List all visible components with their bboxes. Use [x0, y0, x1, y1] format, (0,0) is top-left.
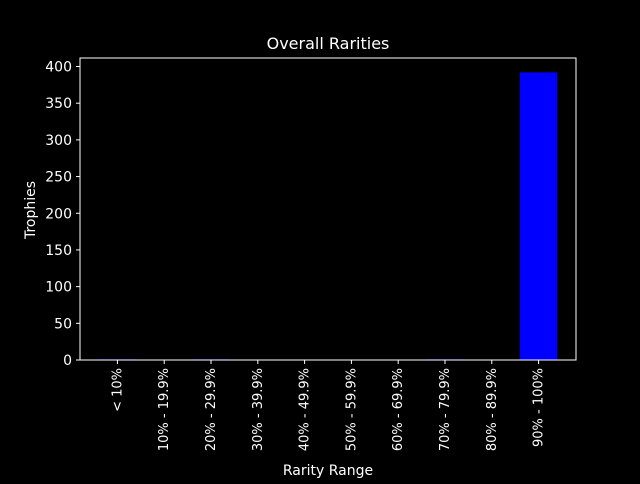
y-tick-label: 350 — [45, 96, 72, 112]
x-tick-label: 20% - 29.9% — [204, 368, 219, 451]
bars-layer — [98, 72, 558, 360]
plot-frame — [79, 57, 577, 361]
y-ticks: 0 50 100 150 200 250 300 350 400 — [45, 60, 80, 369]
x-tick-label: 30% - 39.9% — [251, 368, 266, 451]
y-tick-label: 50 — [54, 316, 72, 332]
y-tick-label: 250 — [45, 170, 72, 186]
y-tick-label: 300 — [45, 133, 72, 149]
y-tick-label: 150 — [45, 243, 72, 259]
y-tick-label: 100 — [45, 280, 72, 296]
x-ticks: < 10% 10% - 19.9% 20% - 29.9% 30% - 39.9% 40… — [110, 360, 547, 451]
y-tick-label: 400 — [45, 60, 72, 76]
x-tick-label: 10% - 19.9% — [157, 368, 172, 451]
y-axis-label: Trophies — [23, 181, 39, 240]
x-axis-label: Rarity Range — [283, 463, 373, 479]
x-tick-label: 40% - 49.9% — [298, 368, 313, 451]
x-tick-label: < 10% — [110, 368, 125, 412]
y-tick-label: 200 — [45, 206, 72, 222]
y-tick-label: 0 — [63, 353, 72, 369]
chart-title: Overall Rarities — [267, 34, 390, 53]
x-tick-label: 60% - 69.9% — [391, 368, 406, 451]
x-tick-label: 80% - 89.9% — [485, 368, 500, 451]
x-tick-label: 70% - 79.9% — [438, 368, 453, 451]
x-tick-label: 50% - 59.9% — [344, 368, 359, 451]
bar — [519, 72, 558, 360]
x-tick-label: 90% - 100% — [532, 368, 547, 447]
